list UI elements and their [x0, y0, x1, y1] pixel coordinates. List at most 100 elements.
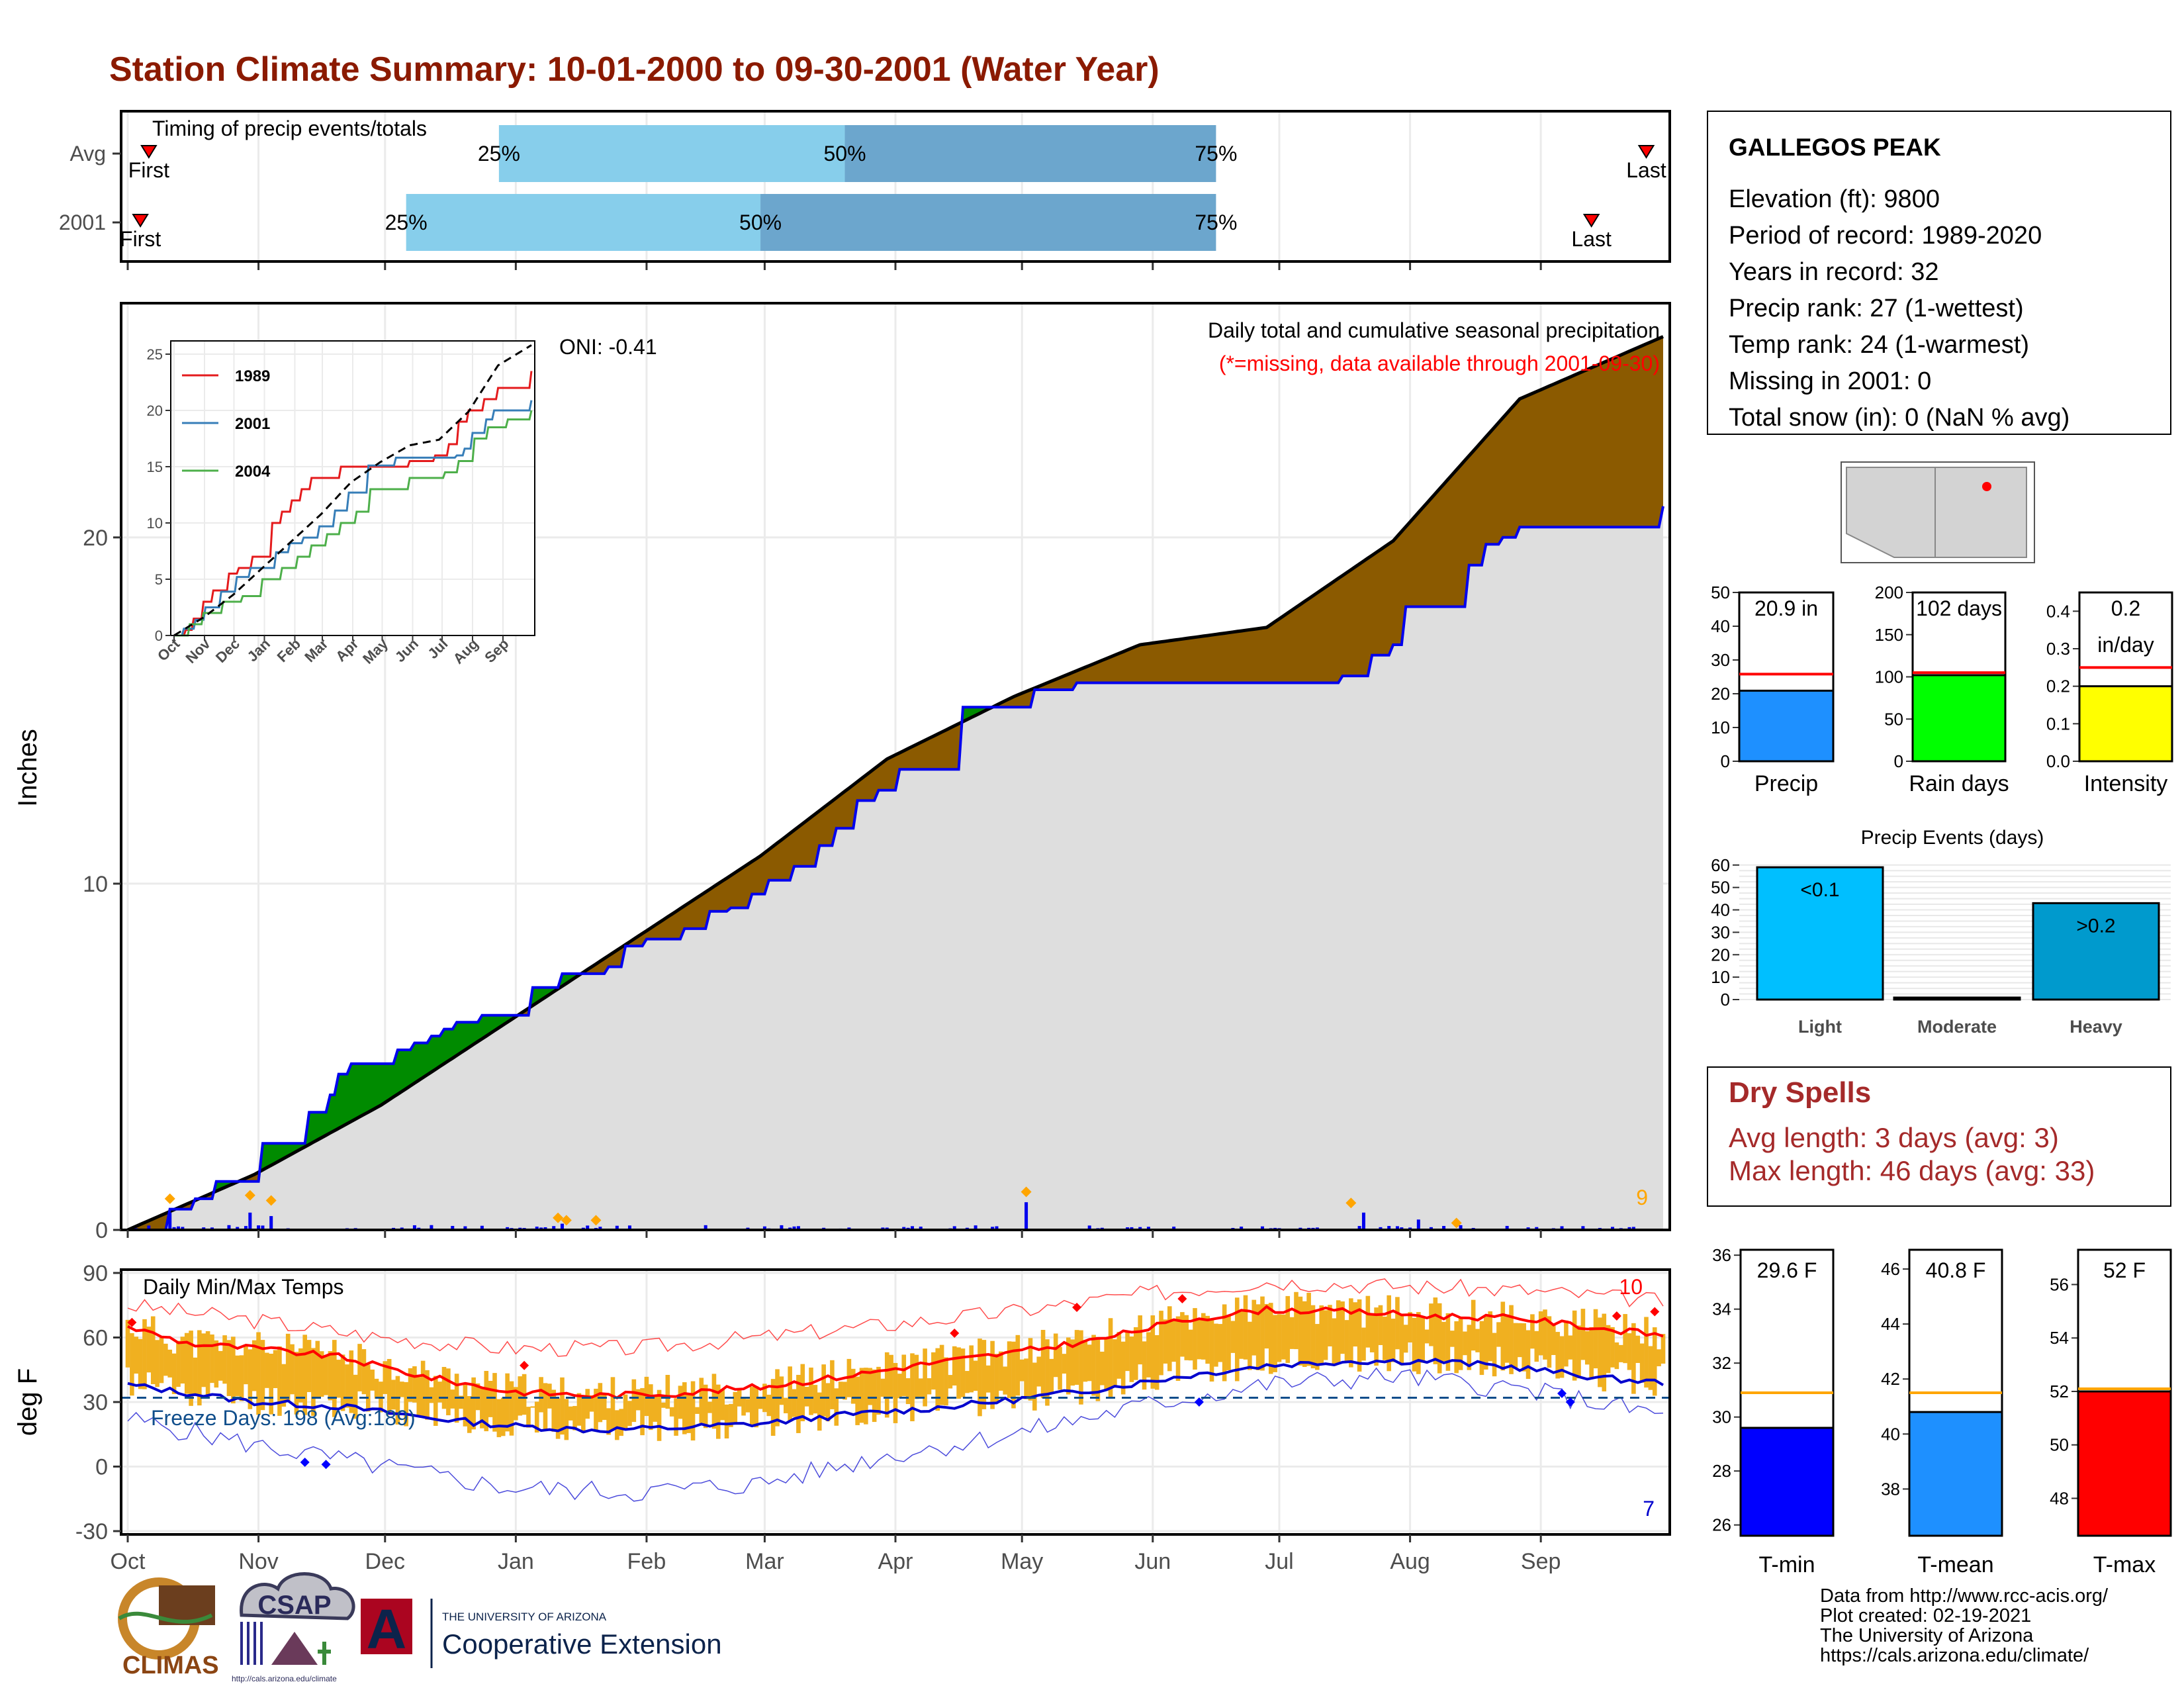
daily-temperature-range-bar [1488, 1311, 1492, 1362]
average-tmax-line [127, 1305, 1664, 1399]
daily-temperature-range-bar [235, 1355, 240, 1397]
daily-temperature-range-bar [218, 1350, 223, 1381]
daily-temperature-range-bar [813, 1385, 818, 1414]
daily-temperature-range-bar [484, 1370, 489, 1432]
daily-temperature-range-bar [994, 1354, 999, 1404]
daily-temperature-range-bar [205, 1331, 210, 1397]
daily-temperature-range-bar [716, 1384, 721, 1439]
daily-temperature-range-bar [383, 1361, 388, 1394]
daily-temperature-range-bar [944, 1357, 948, 1406]
daily-temperature-range-bar [277, 1346, 282, 1416]
missing-data-marker [561, 1215, 572, 1226]
daily-precip-bar [463, 1226, 467, 1230]
totals-bars-panel: 0 10 20 30 40 50 20.9 in Precip 0 50 100 150 200 102 … [1711, 583, 2173, 796]
daily-temperature-range-bar [1568, 1335, 1573, 1360]
daily-temperature-range-bar [1138, 1315, 1142, 1365]
daily-temperature-range-bar [809, 1367, 813, 1415]
daily-temperature-range-bar [138, 1338, 143, 1389]
daily-temperature-range-bar [163, 1343, 168, 1376]
daily-temperature-range-bar [311, 1348, 316, 1416]
daily-precip-bar [598, 1227, 602, 1230]
daily-temperature-range-bar [1040, 1330, 1046, 1399]
daily-temperature-range-bar [210, 1334, 214, 1383]
inset-legend-label: 2004 [235, 463, 271, 481]
daily-temperature-range-bar [1450, 1331, 1455, 1347]
station-info-line: Temp rank: 24 (1-warmest) [1729, 331, 2029, 359]
cumulative-y-tick-label: 10 [83, 872, 108, 897]
timing-last-label: Last [1571, 227, 1612, 251]
timing-q25-q50-bar [406, 194, 761, 251]
daily-temperature-range-bar [1576, 1325, 1581, 1379]
tempbars-y-tick-label: 50 [2050, 1435, 2069, 1455]
record-high-marker [520, 1360, 529, 1370]
daily-precip-bar [974, 1225, 978, 1230]
daily-temperature-range-bar [1387, 1295, 1392, 1372]
daily-temperature-range-bar [623, 1394, 628, 1430]
month-tick-label: Nov [238, 1549, 278, 1574]
cumulative-y-tick-label: 20 [83, 526, 108, 551]
daily-temperature-range-bar [1353, 1302, 1358, 1347]
daily-temperature-range-bar [1644, 1317, 1649, 1388]
daily-temperature-range-bar [1580, 1309, 1586, 1360]
daily-temperature-range-bar [594, 1388, 598, 1430]
daily-temperature-range-bar [749, 1386, 754, 1425]
daily-temperature-range-bar [285, 1333, 291, 1401]
daily-precip-bar [1459, 1225, 1463, 1230]
inset-legend-label: 2001 [235, 415, 270, 433]
daily-temperature-range-bar [365, 1364, 371, 1412]
events-value-label: >0.2 [2076, 915, 2115, 937]
daily-precip-bar [1357, 1226, 1361, 1230]
totals-bar-frame [2078, 591, 2173, 763]
daily-temperature-range-bar [1584, 1331, 1590, 1365]
daily-temperature-range-bar [923, 1348, 927, 1407]
totals-y-tick-label: 40 [1711, 616, 1730, 636]
daily-temperature-range-bar [619, 1409, 624, 1436]
daily-temperature-range-bar [184, 1333, 189, 1394]
daily-temperature-range-bar [222, 1335, 227, 1384]
daily-temperature-range-bar [720, 1389, 725, 1421]
daily-temperature-range-bar [1374, 1307, 1379, 1366]
oni-label: ONI: -0.41 [559, 335, 657, 359]
daily-temperature-range-bar [1623, 1314, 1627, 1364]
inset-average-line [173, 344, 532, 637]
cumulative-panel: 0 10 20 Daily total and cumulative seasona… [13, 302, 1671, 1243]
daily-temperature-range-bar [1251, 1299, 1257, 1356]
missing-data-marker [265, 1195, 277, 1206]
daily-temperature-range-bar [1113, 1339, 1117, 1386]
daily-temperature-range-bar [463, 1382, 468, 1427]
daily-precip-bar [257, 1225, 261, 1230]
daily-temperature-range-bar [1403, 1325, 1408, 1353]
precip-events-title: Precip Events (days) [1861, 827, 2044, 849]
daily-temperature-range-bar [1420, 1316, 1426, 1363]
footer-line-4: https://cals.arizona.edu/climate/ [1820, 1645, 2089, 1666]
cumulative-ylabel: Inches [13, 729, 42, 807]
timing-last-triangle-icon [1637, 145, 1655, 159]
daily-temperature-range-bar [910, 1353, 915, 1422]
daily-temperature-range-bar [1492, 1333, 1497, 1377]
average-cumulative-line [126, 335, 1664, 1232]
daily-temperature-range-bar [1201, 1313, 1206, 1360]
daily-temperature-range-bar [821, 1364, 826, 1417]
daily-temperature-range-bar [256, 1332, 261, 1415]
daily-temperature-range-bar [615, 1410, 619, 1440]
cumulative-title: Daily total and cumulative seasonal prec… [1208, 318, 1660, 342]
daily-temperature-range-bar [1264, 1303, 1269, 1349]
inset-y-tick-label: 0 [155, 628, 163, 644]
daily-temperature-range-bar [500, 1397, 506, 1436]
cumulative-y-tick-label: 0 [95, 1218, 108, 1243]
ua-small-text: THE UNIVERSITY OF ARIZONA [442, 1611, 607, 1623]
daily-temperature-range-bar [437, 1382, 442, 1403]
ua-cooperative-extension-logo: A THE UNIVERSITY OF ARIZONA Cooperative … [361, 1598, 722, 1668]
month-tick-label: Jul [1265, 1549, 1293, 1574]
daily-temperature-range-bar [1648, 1346, 1653, 1390]
events-y-tick-label: 40 [1711, 900, 1730, 920]
events-category-label: Heavy [2070, 1017, 2122, 1037]
daily-temperature-range-bar [1028, 1338, 1033, 1401]
missing-data-marker [1345, 1197, 1357, 1209]
daily-temperature-range-bar [956, 1347, 961, 1399]
daily-temperature-range-bar [429, 1387, 434, 1403]
daily-temperature-range-bar [1610, 1327, 1615, 1368]
dry-spells-avg-length: Avg length: 3 days (avg: 3) [1729, 1122, 2059, 1153]
daily-temperature-range-bar [412, 1366, 417, 1403]
daily-precip-bar [412, 1225, 416, 1230]
